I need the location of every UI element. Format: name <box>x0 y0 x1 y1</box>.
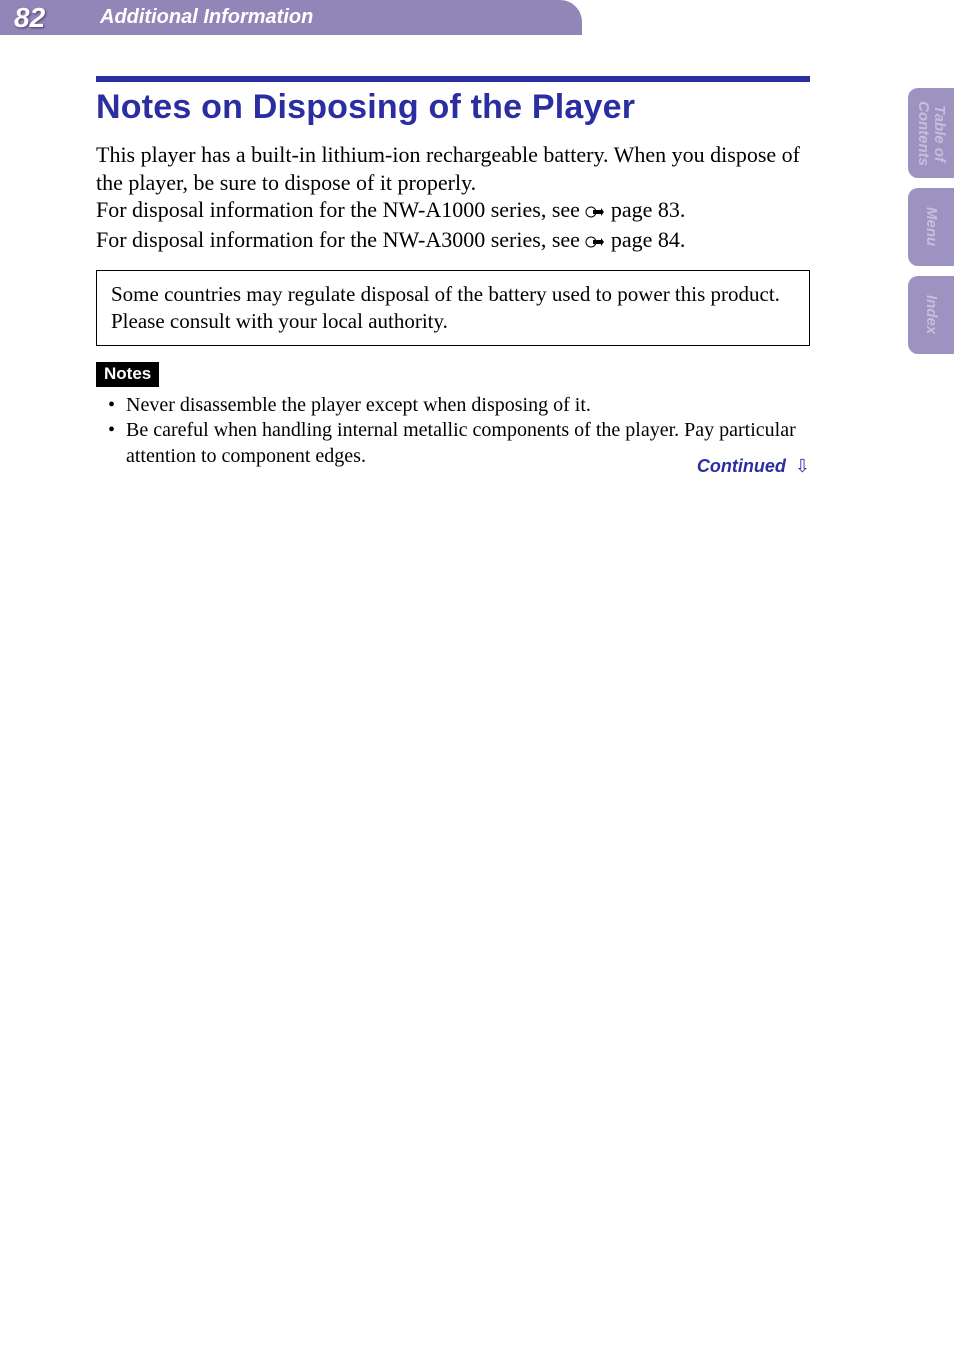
tab-menu[interactable]: Menu <box>908 188 954 266</box>
tab-label: Index <box>923 295 939 334</box>
hand-pointer-icon <box>585 198 605 226</box>
heading-rule <box>96 76 810 82</box>
ref-text-post: page 83. <box>605 197 685 222</box>
list-item: Never disassemble the player except when… <box>114 393 810 419</box>
tab-table-of-contents[interactable]: Table of Contents <box>908 88 954 178</box>
ref-text-pre: For disposal information for the NW-A300… <box>96 227 585 252</box>
info-box: Some countries may regulate disposal of … <box>96 270 810 346</box>
notes-badge: Notes <box>96 362 159 387</box>
header-band: 82 Additional Information <box>0 0 554 35</box>
continued-indicator: Continued ⇩ <box>697 456 810 477</box>
reference-line-a1000: For disposal information for the NW-A100… <box>96 196 810 226</box>
ref-text-post: page 84. <box>605 227 685 252</box>
section-name: Additional Information <box>100 6 313 29</box>
document-page: 82 Additional Information Table of Conte… <box>0 0 954 1370</box>
page-content: Notes on Disposing of the Player This pl… <box>96 76 810 469</box>
tab-label: Table of Contents <box>915 88 947 178</box>
down-arrow-icon: ⇩ <box>795 456 810 476</box>
reference-line-a3000: For disposal information for the NW-A300… <box>96 226 810 256</box>
page-number: 82 <box>14 2 45 34</box>
hand-pointer-icon <box>585 228 605 256</box>
ref-text-pre: For disposal information for the NW-A100… <box>96 197 585 222</box>
page-title: Notes on Disposing of the Player <box>96 88 810 127</box>
side-tabs: Table of Contents Menu Index <box>908 88 954 364</box>
intro-paragraph: This player has a built-in lithium-ion r… <box>96 141 810 196</box>
continued-label: Continued <box>697 456 786 476</box>
tab-index[interactable]: Index <box>908 276 954 354</box>
tab-label: Menu <box>923 207 939 246</box>
